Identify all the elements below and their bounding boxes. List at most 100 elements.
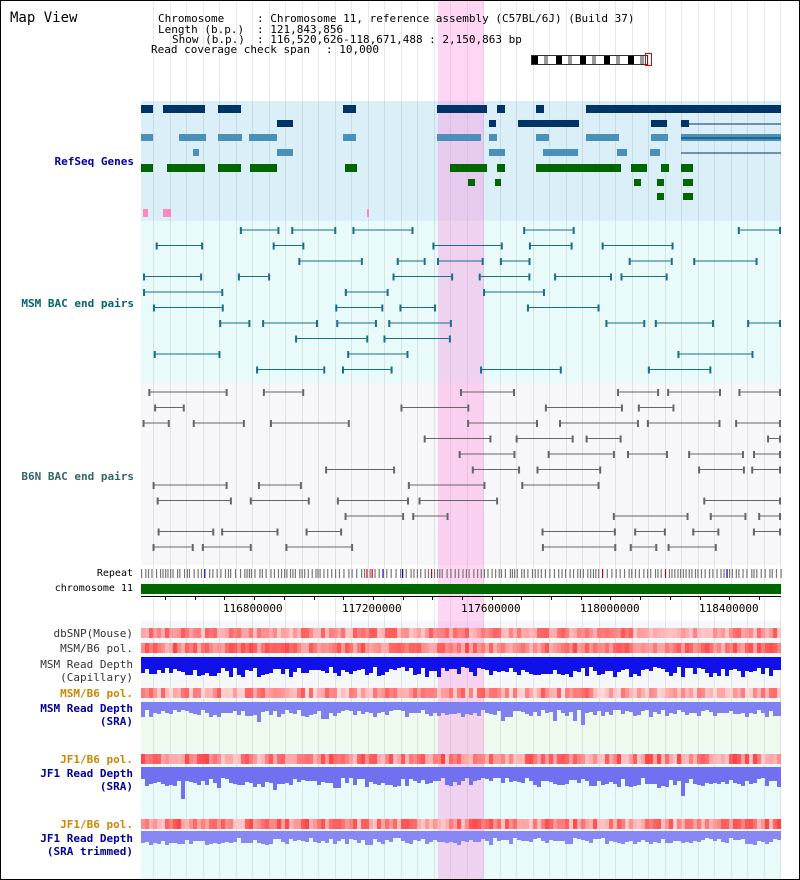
refseq-gene-feature[interactable] <box>536 105 544 113</box>
bac-end-marker[interactable] <box>738 389 741 396</box>
bac-end-marker[interactable] <box>559 366 562 374</box>
repeat-element[interactable] <box>531 569 534 578</box>
bac-end-marker[interactable] <box>229 497 232 505</box>
repeat-element[interactable] <box>660 569 662 578</box>
bac-end-marker[interactable] <box>467 404 470 412</box>
repeat-element[interactable] <box>677 569 679 578</box>
bac-end-marker[interactable] <box>712 320 715 327</box>
repeat-element[interactable] <box>176 569 179 578</box>
repeat-element[interactable] <box>307 569 309 578</box>
bac-end-marker[interactable] <box>528 273 531 281</box>
refseq-gene-feature[interactable] <box>141 134 153 141</box>
repeat-element[interactable] <box>498 569 500 578</box>
bac-end-marker[interactable] <box>570 242 573 250</box>
repeat-element[interactable] <box>386 569 388 578</box>
bac-end-marker[interactable] <box>276 528 279 536</box>
bac-end-marker[interactable] <box>616 389 619 396</box>
repeat-element[interactable] <box>167 569 169 578</box>
bac-end-marker[interactable] <box>572 227 575 234</box>
bac-end-marker[interactable] <box>334 227 337 234</box>
refseq-gene-feature[interactable] <box>249 134 277 141</box>
bac-end-marker[interactable] <box>718 420 721 427</box>
bac-end-marker[interactable] <box>672 404 675 412</box>
bac-end-marker[interactable] <box>221 304 224 312</box>
repeat-element[interactable] <box>577 569 579 578</box>
bac-end-marker[interactable] <box>767 435 770 443</box>
bac-end-marker[interactable] <box>547 451 550 458</box>
bac-end-marker[interactable] <box>541 528 544 536</box>
refseq-gene-feature[interactable] <box>218 134 242 141</box>
bac-end-marker[interactable] <box>628 258 631 265</box>
repeat-element[interactable] <box>277 569 280 578</box>
repeat-element[interactable] <box>402 569 404 578</box>
bac-end-marker[interactable] <box>647 366 650 374</box>
repeat-element[interactable] <box>500 569 503 578</box>
bac-end-marker[interactable] <box>478 273 481 281</box>
repeat-element[interactable] <box>619 569 621 578</box>
bac-end-marker[interactable] <box>535 420 538 427</box>
bac-end-marker[interactable] <box>605 320 608 327</box>
chromosome-ideogram[interactable] <box>531 53 653 66</box>
bac-end-marker[interactable] <box>671 242 674 250</box>
repeat-element[interactable] <box>265 569 267 578</box>
refseq-gene-feature[interactable] <box>141 105 153 113</box>
bac-end-marker[interactable] <box>646 420 649 427</box>
bac-end-marker[interactable] <box>667 389 670 396</box>
bac-end-marker[interactable] <box>407 482 410 489</box>
bac-end-marker[interactable] <box>182 404 185 412</box>
bac-end-marker[interactable] <box>753 451 756 458</box>
repeat-element[interactable] <box>141 569 143 578</box>
bac-end-marker[interactable] <box>515 435 518 443</box>
bac-end-marker[interactable] <box>152 304 155 312</box>
bac-end-marker[interactable] <box>751 466 754 474</box>
repeat-element[interactable] <box>534 569 536 578</box>
selected-region-highlight[interactable] <box>438 1 484 879</box>
bac-end-marker[interactable] <box>521 482 524 489</box>
repeat-element[interactable] <box>193 569 195 578</box>
bac-end-marker[interactable] <box>471 466 474 474</box>
repeat-element[interactable] <box>335 569 337 578</box>
bac-end-marker[interactable] <box>709 366 712 374</box>
bac-end-marker[interactable] <box>352 227 355 234</box>
refseq-marker[interactable] <box>143 209 148 217</box>
bac-end-marker[interactable] <box>665 451 668 458</box>
repeat-element[interactable] <box>348 569 350 578</box>
bac-end-marker[interactable] <box>541 544 544 551</box>
bac-end-marker[interactable] <box>390 366 393 374</box>
repeat-element[interactable] <box>495 569 497 578</box>
repeat-element[interactable] <box>420 569 422 578</box>
repeat-element[interactable] <box>654 569 657 578</box>
bac-end-marker[interactable] <box>155 242 158 250</box>
repeat-element[interactable] <box>273 569 276 578</box>
refseq-gene-feature[interactable] <box>179 134 206 141</box>
bac-end-marker[interactable] <box>779 389 781 396</box>
repeat-element[interactable] <box>216 569 218 578</box>
repeat-element[interactable] <box>294 569 296 578</box>
bac-end-marker[interactable] <box>737 227 740 234</box>
repeat-element[interactable] <box>685 569 687 578</box>
repeat-element[interactable] <box>439 569 441 578</box>
repeat-element[interactable] <box>598 569 600 578</box>
refseq-gene-feature[interactable] <box>536 164 621 172</box>
repeat-element[interactable] <box>694 569 697 578</box>
bac-end-marker[interactable] <box>152 544 155 551</box>
bac-end-marker[interactable] <box>752 528 755 536</box>
bac-end-marker[interactable] <box>703 497 706 505</box>
bac-end-marker[interactable] <box>423 435 426 443</box>
bac-end-marker[interactable] <box>411 227 414 234</box>
refseq-marker[interactable] <box>367 209 369 217</box>
bac-end-marker[interactable] <box>779 227 781 234</box>
repeat-element[interactable] <box>561 569 563 578</box>
repeat-element[interactable] <box>590 569 592 578</box>
repeat-element[interactable] <box>317 569 319 578</box>
repeat-element[interactable] <box>775 569 778 578</box>
bac-end-marker[interactable] <box>528 242 531 250</box>
bac-end-marker[interactable] <box>709 513 712 520</box>
refseq-gene-feature[interactable] <box>218 105 241 113</box>
repeat-element[interactable] <box>712 569 714 578</box>
repeat-element[interactable] <box>764 569 766 578</box>
repeat-element[interactable] <box>756 569 758 578</box>
refseq-gene-feature[interactable] <box>536 134 549 141</box>
repeat-element[interactable] <box>771 569 773 578</box>
bac-end-marker[interactable] <box>393 466 396 474</box>
